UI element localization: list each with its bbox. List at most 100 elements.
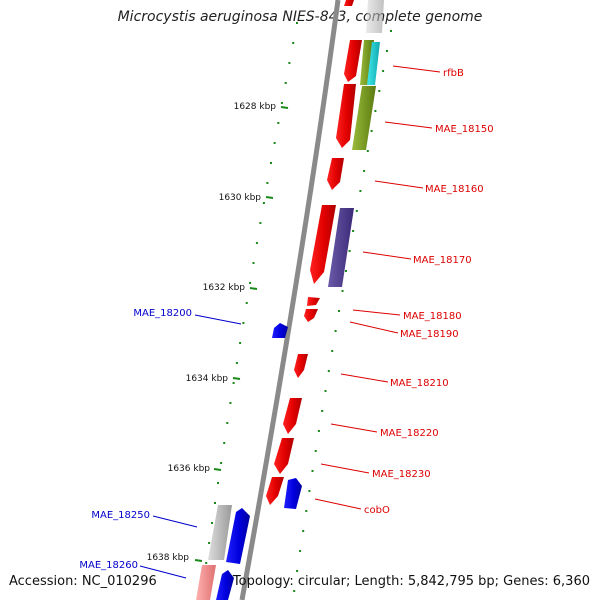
gene-arrow-MAE_18190[interactable] xyxy=(304,309,318,322)
gene-label-cobO[interactable]: cobO xyxy=(364,505,390,516)
inner-dot xyxy=(223,442,226,444)
outer-dot xyxy=(311,470,314,472)
gene-block-purple[interactable] xyxy=(328,208,354,287)
inner-dot xyxy=(292,42,295,44)
gene-label-MAE_18220[interactable]: MAE_18220 xyxy=(380,428,439,439)
major-tick-1 xyxy=(265,196,274,199)
gene-arrow-rfbB-strand[interactable] xyxy=(344,40,362,82)
gene-arrow-top[interactable] xyxy=(344,0,354,6)
outer-dot xyxy=(363,170,366,172)
tick-label-1630: 1630 kbp xyxy=(219,193,262,203)
gene-arrow-MAE_18250[interactable] xyxy=(226,508,250,564)
gene-label-MAE_18180[interactable]: MAE_18180 xyxy=(403,311,462,322)
gene-arrow-MAE_18170[interactable] xyxy=(310,205,336,284)
gene-block-grey[interactable] xyxy=(208,505,232,560)
gene-arrow-MAE_18260[interactable] xyxy=(216,570,234,600)
tick-label-1632: 1632 kbp xyxy=(203,283,246,293)
gene-arrow-cobO-strand[interactable] xyxy=(266,477,284,505)
inner-dot xyxy=(259,222,262,224)
leader-cobO xyxy=(314,498,362,510)
major-tick-3 xyxy=(232,377,241,380)
gene-arrow-cobO[interactable] xyxy=(284,478,302,509)
major-tick-2 xyxy=(249,287,258,290)
outer-dot xyxy=(308,490,311,492)
gene-block-olive-2[interactable] xyxy=(352,86,376,150)
major-scale-ticks xyxy=(194,106,289,562)
gene-arrow-MAE_18220[interactable] xyxy=(283,398,302,434)
gene-arrow-MAE_18150[interactable] xyxy=(336,84,356,148)
gene-arrow-MAE_18230[interactable] xyxy=(274,438,294,474)
inner-dot xyxy=(277,122,280,124)
outer-dot xyxy=(331,350,334,352)
inner-dot xyxy=(232,382,235,384)
tick-label-1636: 1636 kbp xyxy=(168,464,211,474)
gene-arrow-MAE_18180[interactable] xyxy=(307,297,320,306)
leader-MAE_18210 xyxy=(340,373,389,383)
outer-dot xyxy=(382,70,385,72)
tick-label-1628: 1628 kbp xyxy=(234,102,277,112)
leader-MAE_18180 xyxy=(352,309,401,316)
gene-arrow-MAE_18160[interactable] xyxy=(327,158,344,190)
tick-label-1634: 1634 kbp xyxy=(186,374,229,384)
gene-features xyxy=(196,0,384,600)
gene-arrow-MAE_18210[interactable] xyxy=(294,354,308,378)
outer-dot xyxy=(352,230,355,232)
genome-backbone xyxy=(239,0,341,600)
gene-arrow-MAE_18200[interactable] xyxy=(272,323,288,338)
gene-label-MAE_18200[interactable]: MAE_18200 xyxy=(133,308,192,319)
inner-dot xyxy=(205,562,208,564)
outer-dot xyxy=(390,30,392,32)
outer-dot xyxy=(345,270,347,272)
outer-scale-dots xyxy=(293,30,392,592)
outer-dot xyxy=(374,110,377,112)
inner-dot xyxy=(249,282,252,284)
inner-dot xyxy=(296,22,298,24)
scale-ticks: 1628 kbp 1630 kbp 1632 kbp 1634 kbp 1636… xyxy=(147,102,277,563)
outer-dot xyxy=(327,370,330,372)
gene-label-MAE_18230[interactable]: MAE_18230 xyxy=(372,469,431,480)
gene-label-MAE_18250[interactable]: MAE_18250 xyxy=(91,510,150,521)
leader-MAE_18150 xyxy=(384,121,433,129)
outer-dot xyxy=(386,50,388,52)
inner-dot xyxy=(266,182,269,184)
inner-dot xyxy=(220,462,223,464)
gene-label-MAE_18190[interactable]: MAE_18190 xyxy=(400,329,459,340)
leader-MAE_18170 xyxy=(362,251,412,260)
gene-block-pink[interactable] xyxy=(196,565,216,600)
gene-label-MAE_18160[interactable]: MAE_18160 xyxy=(425,184,484,195)
leader-MAE_18190 xyxy=(349,321,399,334)
outer-dot xyxy=(305,510,308,512)
leader-MAE_18160 xyxy=(374,180,424,189)
outer-dot xyxy=(317,430,320,432)
gene-arrow-top-grey[interactable] xyxy=(366,0,384,33)
map-title: Microcystis aeruginosa NIES-843, complet… xyxy=(117,9,483,25)
leader-MAE_18220 xyxy=(330,423,378,433)
inner-dot xyxy=(280,102,283,104)
inner-dot xyxy=(242,322,245,324)
tick-label-1638: 1638 kbp xyxy=(147,553,190,563)
inner-dot xyxy=(284,82,287,84)
outer-dot xyxy=(302,530,305,532)
outer-dot xyxy=(359,190,362,192)
leader-MAE_18260 xyxy=(139,565,187,579)
gene-label-MAE_18150[interactable]: MAE_18150 xyxy=(435,124,494,135)
inner-dot xyxy=(252,262,255,264)
inner-dot xyxy=(229,402,232,404)
inner-dot xyxy=(255,242,258,244)
inner-dot xyxy=(217,482,219,484)
major-tick-0 xyxy=(280,106,289,109)
inner-dot xyxy=(226,422,229,424)
leader-rfbB xyxy=(392,65,441,73)
gene-label-rfbB[interactable]: rfbB xyxy=(443,68,464,79)
gene-label-MAE_18210[interactable]: MAE_18210 xyxy=(390,378,449,389)
leader-MAE_18200 xyxy=(194,314,242,325)
gene-label-MAE_18260[interactable]: MAE_18260 xyxy=(79,560,138,571)
outer-dot xyxy=(338,310,340,312)
outer-dot xyxy=(370,130,373,132)
gene-block-cyan[interactable] xyxy=(367,42,380,85)
inner-dot xyxy=(239,342,242,344)
outer-dot xyxy=(293,590,296,592)
gene-label-MAE_18170[interactable]: MAE_18170 xyxy=(413,255,472,266)
